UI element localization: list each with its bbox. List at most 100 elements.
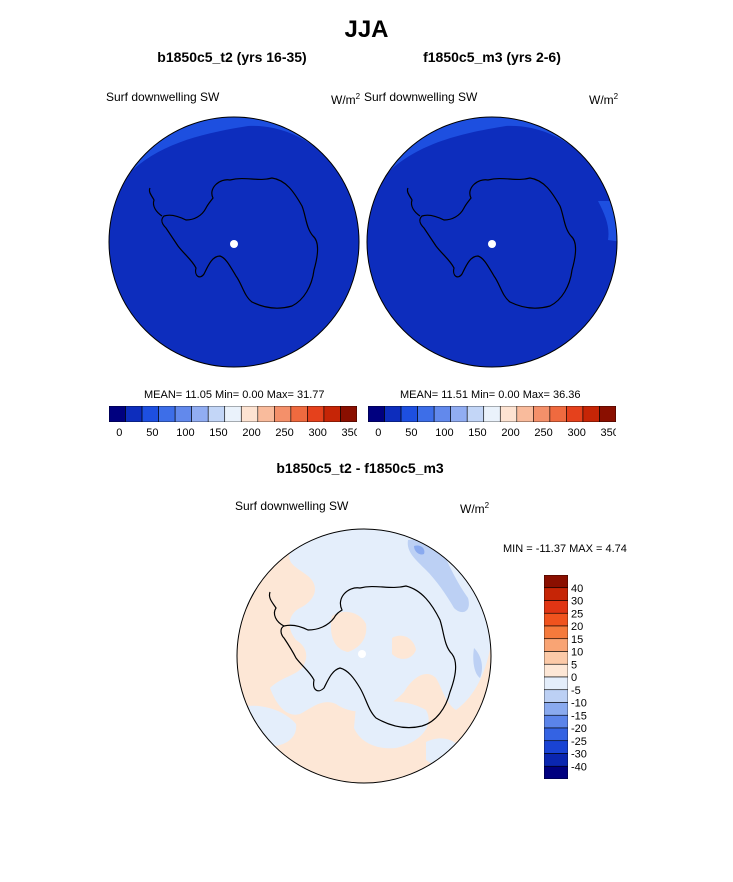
panel-3-coastline bbox=[280, 585, 457, 729]
panel-3-colorbar-box-8 bbox=[543, 676, 569, 691]
panel-3-colorbar-box-9 bbox=[543, 689, 569, 703]
panel-3-map bbox=[236, 528, 492, 784]
panel-1-colorbar-box-13 bbox=[323, 405, 341, 423]
panel-1-peninsula bbox=[148, 187, 163, 217]
panel-1-colorbar-tick-label: 200 bbox=[242, 427, 260, 439]
panel-1-colorbar-box-11 bbox=[290, 405, 308, 423]
panel-2-colorbar-box-5 bbox=[450, 405, 468, 423]
panel-3-colorbar-tick-label: -30 bbox=[571, 749, 587, 761]
panel-2-colorbar-tick-label: 100 bbox=[435, 427, 453, 439]
panel-2-colorbar bbox=[367, 405, 617, 423]
panel-3-colorbar-tick-label: -10 bbox=[571, 698, 587, 710]
panel-2-map bbox=[366, 116, 618, 368]
panel-3-colorbar-box-2 bbox=[543, 600, 569, 614]
panel-3-colorbar-box-14 bbox=[543, 753, 569, 767]
panel-3-colorbar-tick-label: 25 bbox=[571, 608, 583, 620]
panel-2-colorbar-box-2 bbox=[400, 405, 418, 423]
panel-3-colorbar-box-0 bbox=[543, 574, 569, 589]
panel-3-colorbar-tick-label: -5 bbox=[571, 685, 581, 697]
panel-1-colorbar-tick-label: 50 bbox=[146, 427, 158, 439]
panel-1-title: b1850c5_t2 (yrs 16-35) bbox=[157, 49, 307, 65]
panel-3-colorbar-tick-label: -25 bbox=[571, 736, 587, 748]
panel-3-colorbar-tick-label: 0 bbox=[571, 672, 577, 684]
panel-3-peninsula bbox=[268, 591, 285, 627]
panel-2-colorbar-box-14 bbox=[599, 405, 617, 423]
panel-1-colorbar-box-6 bbox=[207, 405, 226, 423]
panel-3-colorbar-box-4 bbox=[543, 625, 569, 640]
panel-1-colorbar-box-5 bbox=[191, 405, 209, 423]
panel-1-map bbox=[108, 116, 360, 368]
panel-2-variable-label: Surf downwelling SW bbox=[364, 90, 478, 104]
panel-2-colorbar-box-7 bbox=[483, 405, 501, 423]
panel-3-colorbar-ticks: 40 30 25 20 15 10 5 0 -5 -10 -15 -20 -25 -30 -40 bbox=[568, 575, 608, 779]
panel-3-colorbar-tick-label: -15 bbox=[571, 710, 587, 722]
panel-1-variable-label: Surf downwelling SW bbox=[106, 90, 220, 104]
panel-3-colorbar-box-10 bbox=[543, 702, 569, 716]
panel-3-colorbar-box-1 bbox=[543, 587, 569, 601]
panel-2-colorbar-tick-label: 200 bbox=[501, 427, 519, 439]
panel-2-colorbar-box-9 bbox=[516, 405, 534, 423]
panel-2-units: W/m2 bbox=[589, 92, 619, 107]
panel-3-colorbar-box-12 bbox=[543, 727, 569, 742]
panel-3-variable-label: Surf downwelling SW bbox=[235, 499, 349, 513]
panel-1-colorbar bbox=[108, 405, 358, 423]
panel-3-title: b1850c5_t2 - f1850c5_m3 bbox=[276, 460, 444, 476]
panel-1-colorbar-ticks: 0 50 100 150 200 250 300 350 bbox=[109, 426, 360, 440]
panel-2-colorbar-box-11 bbox=[549, 405, 567, 423]
panel-1-colorbar-box-14 bbox=[340, 405, 358, 423]
panel-3-colorbar-tick-label: 15 bbox=[571, 634, 583, 646]
panel-3-colorbar-box-11 bbox=[543, 714, 569, 729]
panel-2-colorbar-tick-label: 0 bbox=[375, 427, 381, 439]
panel-1-colorbar-box-9 bbox=[257, 405, 275, 423]
panel-2-colorbar-ticks: 0 50 100 150 200 250 300 350 bbox=[368, 426, 619, 440]
panel-2-colorbar-tick-label: 150 bbox=[468, 427, 486, 439]
panel-2-stats: MEAN= 11.51 Min= 0.00 Max= 36.36 bbox=[400, 389, 581, 401]
panel-3-colorbar-tick-label: 5 bbox=[571, 659, 577, 671]
panel-3-stats: MIN = -11.37 MAX = 4.74 bbox=[503, 543, 627, 555]
panel-1-colorbar-box-4 bbox=[174, 405, 192, 423]
panel-2-colorbar-box-12 bbox=[566, 405, 584, 423]
panel-1-colorbar-tick-label: 0 bbox=[116, 427, 122, 439]
panel-1-colorbar-box-1 bbox=[125, 405, 143, 423]
panel-3-colorbar-tick-label: 20 bbox=[571, 621, 583, 633]
panel-1-colorbar-tick-label: 300 bbox=[308, 427, 326, 439]
panel-3-colorbar-tick-label: 40 bbox=[571, 583, 583, 595]
panel-1-colorbar-tick-label: 350 bbox=[342, 427, 357, 439]
panel-3-colorbar-box-7 bbox=[543, 663, 569, 678]
panel-1-colorbar-tick-label: 100 bbox=[176, 427, 194, 439]
panel-3-negative-region bbox=[270, 529, 491, 715]
panel-3-colorbar-box-5 bbox=[543, 638, 569, 652]
panel-1-coastline bbox=[161, 177, 319, 309]
panel-3-colorbar-tick-label: -40 bbox=[571, 761, 587, 773]
panel-1-colorbar-tick-label: 250 bbox=[275, 427, 293, 439]
panel-3-colorbar-tick-label: 30 bbox=[571, 596, 583, 608]
panel-3-colorbar-tick-label: 10 bbox=[571, 647, 583, 659]
panel-2-colorbar-box-3 bbox=[417, 405, 435, 423]
panel-2-colorbar-tick-label: 50 bbox=[405, 427, 417, 439]
panel-3-colorbar-tick-label: -20 bbox=[571, 723, 587, 735]
panel-1-colorbar-box-12 bbox=[307, 405, 325, 423]
panel-1-colorbar-box-7 bbox=[224, 405, 242, 423]
panel-2-title: f1850c5_m3 (yrs 2-6) bbox=[423, 49, 561, 65]
panel-2-colorbar-tick-label: 250 bbox=[534, 427, 552, 439]
panel-3-colorbar bbox=[543, 574, 569, 780]
panel-2-colorbar-tick-label: 350 bbox=[601, 427, 616, 439]
panel-2-colorbar-box-8 bbox=[499, 405, 518, 423]
panel-2-colorbar-box-0 bbox=[367, 405, 385, 423]
panel-2-colorbar-box-1 bbox=[384, 405, 402, 423]
panel-2-colorbar-box-13 bbox=[582, 405, 600, 423]
panel-1-south-pole-marker bbox=[230, 240, 238, 248]
panel-2-coastline bbox=[419, 177, 577, 309]
panel-3-colorbar-box-15 bbox=[543, 765, 569, 780]
panel-3-colorbar-box-6 bbox=[543, 651, 569, 665]
panel-1-colorbar-box-3 bbox=[158, 405, 176, 423]
panel-1-colorbar-box-8 bbox=[240, 405, 259, 423]
panel-3-strong-negative-patch bbox=[407, 539, 469, 613]
panel-2-colorbar-tick-label: 300 bbox=[567, 427, 585, 439]
panel-1-units: W/m2 bbox=[331, 92, 361, 107]
panel-2-colorbar-box-6 bbox=[466, 405, 485, 423]
panel-2-peninsula bbox=[406, 187, 421, 217]
panel-3-colorbar-box-3 bbox=[543, 612, 569, 627]
figure-title: JJA bbox=[344, 16, 389, 43]
panel-2-south-pole-marker bbox=[488, 240, 496, 248]
